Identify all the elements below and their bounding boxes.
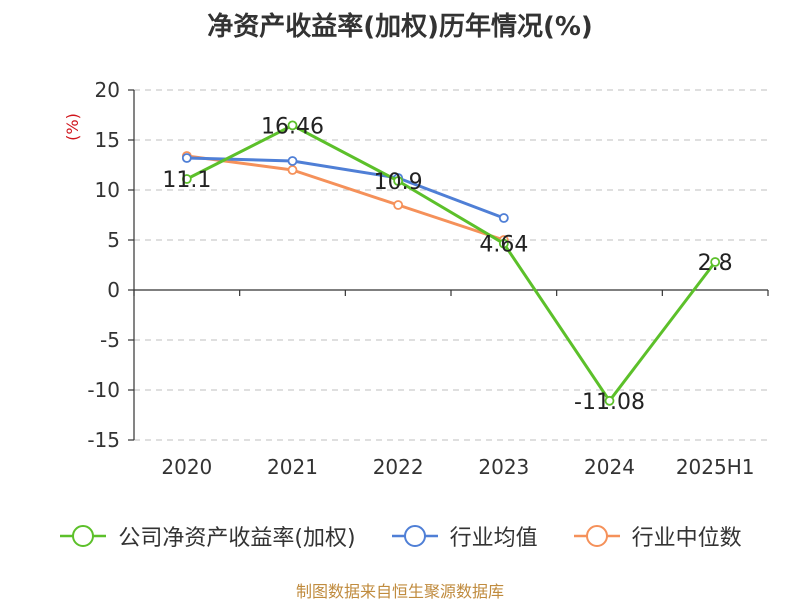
- data-point: [287, 165, 298, 175]
- data-label: 16.46: [261, 114, 324, 139]
- data-point: [498, 213, 509, 223]
- legend: 公司净资产收益率(加权) 行业均值 行业中位数: [0, 518, 800, 554]
- x-tick-label: 2022: [373, 455, 424, 479]
- legend-swatch-icon: [60, 525, 107, 547]
- legend-label: 公司净资产收益率(加权): [118, 526, 356, 551]
- data-point: [393, 200, 404, 210]
- data-point: [393, 176, 404, 186]
- x-tick-label: 2023: [478, 455, 529, 479]
- data-point: [181, 174, 192, 184]
- chart-title: 净资产收益率(加权)历年情况(%): [207, 12, 593, 42]
- series-line-2: [186, 154, 505, 242]
- legend-item-0[interactable]: 公司净资产收益率(加权): [58, 520, 356, 552]
- x-tick-label: 2021: [267, 455, 318, 479]
- x-tick-label: 2025H1: [676, 455, 755, 479]
- data-point: [604, 395, 615, 406]
- y-axis-label: (%): [63, 113, 82, 141]
- data-label: 11.1: [162, 168, 211, 193]
- series-line-0: [186, 123, 717, 403]
- y-tick-label: -5: [100, 328, 120, 352]
- data-label: -11.08: [574, 390, 645, 415]
- y-axis: -15 -10 -5 0 5 10 15 20: [87, 78, 135, 452]
- y-tick-label: 10: [95, 178, 120, 202]
- data-label: 10.9: [374, 170, 423, 195]
- y-tick-label: -15: [87, 428, 120, 452]
- series-lines: [181, 120, 721, 406]
- series-line-1: [186, 156, 505, 220]
- legend-swatch-icon: [573, 525, 620, 547]
- x-tick-label: 2024: [584, 455, 635, 479]
- data-labels: 11.1 16.46 10.9 4.64 -11.08 2.8: [162, 114, 732, 414]
- data-point: [287, 120, 298, 131]
- data-point: [181, 153, 192, 163]
- legend-item-1[interactable]: 行业均值: [390, 520, 538, 552]
- legend-label: 行业中位数: [631, 526, 742, 551]
- x-axis: 2020 2021 2022 2023 2024 2025H1: [133, 289, 769, 479]
- data-point: [287, 156, 298, 166]
- data-label: 4.64: [479, 233, 528, 258]
- x-tick-label: 2020: [161, 455, 212, 479]
- y-tick-label: 15: [95, 128, 120, 152]
- legend-label: 行业均值: [449, 526, 538, 551]
- source-note: 制图数据来自恒生聚源数据库: [295, 582, 504, 601]
- y-tick-label: 20: [95, 78, 120, 102]
- y-tick-label: -10: [87, 378, 120, 402]
- y-tick-label: 0: [107, 278, 120, 302]
- data-point: [710, 257, 721, 267]
- y-tick-label: 5: [107, 228, 120, 252]
- legend-swatch-icon: [391, 525, 438, 547]
- gridlines: [134, 89, 768, 441]
- data-label: 2.8: [698, 251, 733, 276]
- legend-item-2[interactable]: 行业中位数: [572, 520, 742, 552]
- data-point: [498, 238, 509, 249]
